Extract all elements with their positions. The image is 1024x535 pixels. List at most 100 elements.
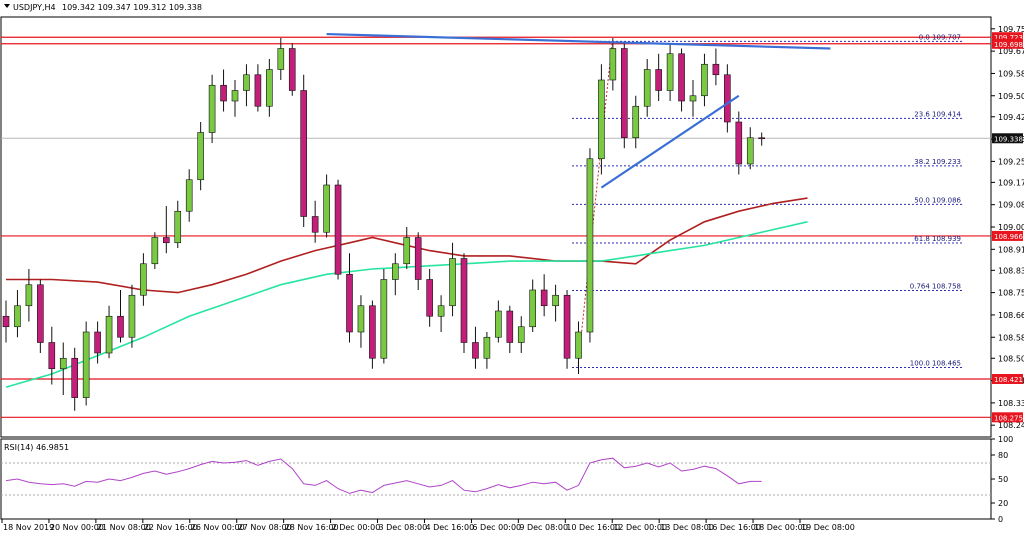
bearish-candle (414, 237, 422, 280)
bullish-candle (391, 263, 399, 280)
time-tick-label: 3 Dec 08:00 (379, 523, 428, 532)
bearish-candle (472, 342, 479, 359)
price-tick-label: 108.835 (998, 266, 1024, 275)
bearish-candle (369, 305, 376, 359)
bullish-candle (323, 184, 330, 233)
fib-level-label: 0.764 108.758 (910, 283, 961, 291)
bearish-candle (758, 137, 766, 140)
bullish-candle (598, 79, 605, 160)
moving-averages (5, 197, 808, 388)
bullish-candle (552, 294, 559, 307)
price-tag (992, 133, 1023, 144)
price-axis: 109.755 109.670 109.585 109.500 109.420 109.3… (991, 25, 1024, 430)
time-tick-label: 21 Nov 08:00 (97, 523, 151, 532)
fib-level-label: 38.2 109.233 (914, 158, 961, 166)
bullish-candle (746, 137, 754, 165)
chart-header: USDJPY,H4 109.342 109.347 109.312 109.33… (4, 3, 202, 12)
bullish-candle (529, 289, 537, 328)
time-tick-label: 22 Nov 16:00 (144, 523, 198, 532)
fast-moving-average (5, 221, 808, 388)
fib-level-label: 61.8 108.939 (914, 235, 961, 243)
fib-level-label: 0.0 109.707 (919, 33, 961, 41)
rsi-indicator: 100 80 50 20 0 (1, 435, 1013, 524)
bullish-candle (437, 305, 445, 317)
fib-level-label: 23.6 109.414 (914, 110, 961, 118)
time-tick-label: 19 Dec 08:00 (801, 523, 855, 532)
bullish-candle (449, 258, 456, 307)
bullish-candle (380, 279, 388, 359)
bullish-candle (586, 158, 594, 333)
trendline (326, 32, 831, 50)
rsi-line (5, 457, 762, 494)
time-tick-label: 13 Dec 08:00 (660, 523, 714, 532)
bullish-candle (82, 331, 90, 398)
price-tag (992, 412, 1023, 423)
price-tick-label: 108.665 (998, 311, 1024, 320)
bearish-candle (288, 48, 296, 91)
price-tick-label: 109.085 (998, 201, 1024, 210)
trendlines (326, 32, 831, 189)
bullish-candle (403, 237, 411, 265)
bullish-candle (185, 179, 193, 212)
bullish-candle (632, 105, 640, 139)
bullish-candle (140, 263, 147, 296)
price-tag-label: 108.421 (994, 376, 1023, 384)
price-tag (992, 373, 1023, 384)
bullish-candle (128, 294, 136, 338)
time-tick-label: 18 Dec 00:00 (754, 523, 808, 532)
rsi-tick-label: 0 (998, 515, 1003, 524)
bullish-candle (231, 90, 239, 102)
bearish-candle (620, 48, 628, 139)
price-tick-label: 109.170 (998, 178, 1024, 187)
bearish-candle (37, 284, 44, 343)
price-tag (992, 32, 1023, 43)
time-tick-label: 28 Nov 16:00 (285, 523, 339, 532)
price-tick-label: 109.670 (998, 47, 1024, 56)
main-plot-frame (0, 16, 992, 438)
bearish-candle (48, 342, 56, 370)
bullish-candle (208, 84, 216, 133)
bullish-candle (197, 132, 204, 181)
bearish-candle (346, 273, 353, 333)
price-tick-label: 109.250 (998, 157, 1024, 166)
fib-trend-line (577, 43, 613, 367)
bullish-candle (151, 237, 159, 265)
bearish-candle (678, 53, 685, 102)
bearish-candle (506, 310, 514, 343)
rsi-tick-label: 20 (998, 499, 1008, 508)
time-tick-label: 4 Dec 16:00 (425, 523, 474, 532)
price-tick-label: 109.000 (998, 223, 1024, 232)
bullish-candle (25, 284, 33, 307)
price-tick-label: 108.750 (998, 289, 1024, 298)
bullish-candle (105, 315, 113, 354)
bullish-candle (517, 326, 525, 343)
time-tick-label: 6 Dec 00:00 (472, 523, 521, 532)
bullish-candle (59, 357, 67, 370)
rsi-plot-frame (0, 438, 992, 520)
bearish-candle (563, 294, 571, 359)
bearish-candle (117, 315, 124, 338)
bearish-candle (94, 331, 101, 354)
price-tick-label: 109.585 (998, 69, 1024, 78)
bearish-candle (2, 315, 10, 328)
horizontal-levels (1, 36, 991, 418)
time-tick-label: 16 Dec 16:00 (707, 523, 761, 532)
bearish-candle (735, 121, 743, 165)
bearish-candle (311, 216, 319, 233)
time-tick-label: 27 Nov 08:00 (238, 523, 292, 532)
fib-level-label: 50.0 109.086 (914, 196, 961, 204)
bearish-candle (300, 90, 308, 217)
bearish-candle (655, 69, 662, 91)
price-tick-label: 109.755 (998, 25, 1024, 34)
bullish-candle (483, 336, 491, 359)
symbol-dropdown-icon[interactable] (4, 4, 10, 8)
time-tick-label: 18 Nov 2019 (3, 523, 54, 532)
price-tick-label: 108.915 (998, 245, 1024, 254)
price-tag-label: 109.698 (994, 41, 1023, 49)
bearish-candle (712, 63, 720, 76)
price-tick-label: 108.245 (998, 421, 1024, 430)
bearish-candle (220, 84, 227, 102)
